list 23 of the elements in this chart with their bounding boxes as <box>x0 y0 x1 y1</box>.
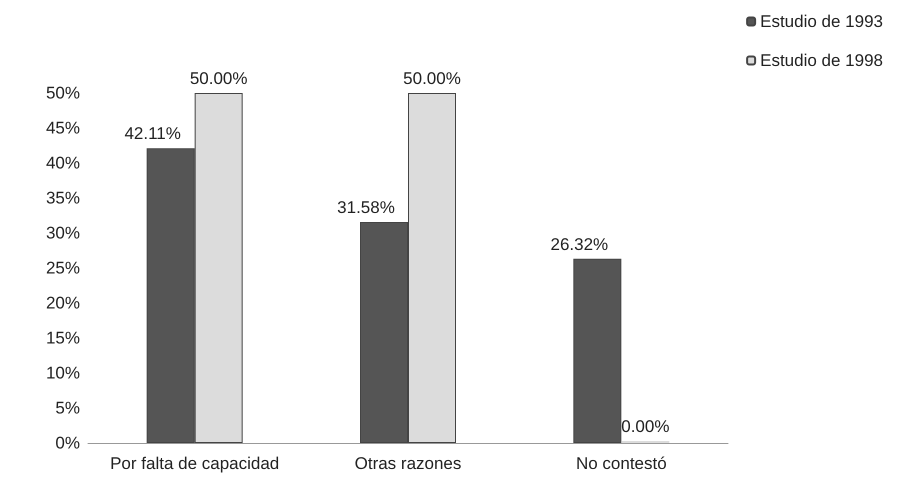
bar <box>573 258 622 443</box>
x-tick-label: Por falta de capacidad <box>110 454 280 473</box>
y-tick-label: 10% <box>46 364 80 382</box>
y-tick-label: 45% <box>46 118 80 138</box>
data-label: 26.32% <box>550 234 608 254</box>
y-tick-label: 0% <box>55 434 80 452</box>
y-tick-label: 20% <box>46 294 80 312</box>
legend-label: Estudio de 1993 <box>760 12 884 31</box>
y-tick-label: 30% <box>46 224 80 242</box>
data-label: 0.00% <box>621 417 670 436</box>
y-tick-label: 50% <box>46 84 80 102</box>
data-label: 42.11% <box>124 124 181 144</box>
y-tick-label: 35% <box>46 188 80 208</box>
data-label: 50.00% <box>403 69 461 88</box>
y-tick-label: 40% <box>46 154 80 172</box>
data-label: 31.58% <box>337 198 395 217</box>
y-tick-label: 15% <box>46 328 80 348</box>
y-tick-label: 25% <box>46 258 80 278</box>
x-tick-label: Otras razones <box>354 454 462 473</box>
x-tick-label: No contestó <box>576 454 667 473</box>
legend-label: Estudio de 1998 <box>760 51 884 70</box>
y-tick-label: 5% <box>55 398 80 418</box>
data-label: 50.00% <box>190 69 248 88</box>
